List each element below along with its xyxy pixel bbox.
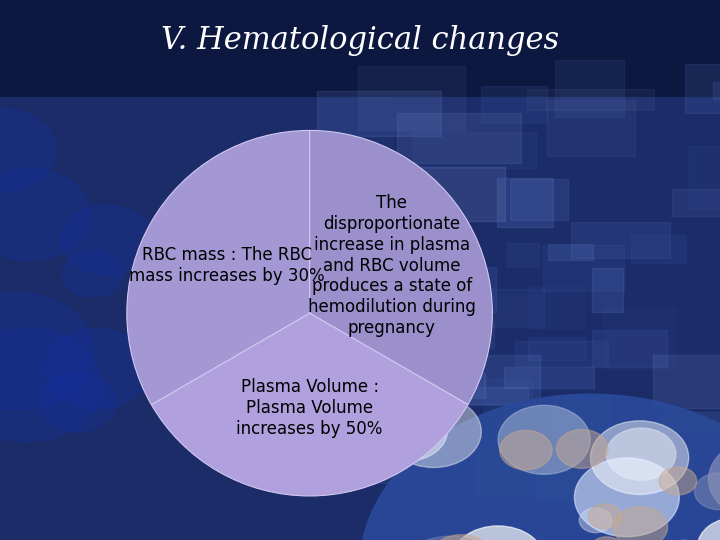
Bar bbox=[653, 355, 720, 408]
Bar bbox=[546, 100, 635, 156]
Bar bbox=[498, 178, 554, 227]
Circle shape bbox=[606, 428, 676, 480]
Bar bbox=[536, 463, 584, 501]
Bar bbox=[555, 59, 624, 117]
Bar bbox=[288, 232, 382, 270]
Wedge shape bbox=[127, 131, 310, 404]
Bar bbox=[603, 307, 675, 368]
Circle shape bbox=[386, 396, 482, 468]
Circle shape bbox=[61, 205, 153, 274]
Circle shape bbox=[428, 535, 494, 540]
Circle shape bbox=[0, 292, 94, 410]
Bar bbox=[389, 268, 482, 296]
Bar bbox=[592, 330, 667, 367]
Bar bbox=[714, 455, 720, 474]
Bar bbox=[688, 146, 720, 207]
Circle shape bbox=[0, 168, 91, 260]
Text: The
disproportionate
increase in plasma
and RBC volume
produces a state of
hemod: The disproportionate increase in plasma … bbox=[308, 194, 476, 337]
Circle shape bbox=[588, 504, 622, 529]
Bar bbox=[685, 64, 720, 113]
Bar bbox=[426, 373, 485, 398]
Circle shape bbox=[498, 406, 590, 474]
Bar bbox=[359, 404, 437, 460]
Bar bbox=[418, 334, 474, 390]
Bar bbox=[528, 286, 584, 328]
Circle shape bbox=[613, 507, 667, 540]
Bar bbox=[544, 245, 624, 291]
Bar bbox=[397, 113, 521, 163]
Bar bbox=[302, 253, 371, 301]
Bar bbox=[672, 189, 720, 216]
Bar bbox=[553, 396, 609, 437]
Circle shape bbox=[698, 517, 720, 540]
Bar bbox=[333, 179, 403, 224]
Bar bbox=[354, 371, 457, 388]
Circle shape bbox=[39, 374, 117, 431]
Circle shape bbox=[500, 430, 552, 470]
Bar bbox=[228, 352, 349, 415]
Bar bbox=[420, 167, 505, 221]
Circle shape bbox=[0, 328, 102, 442]
Bar bbox=[713, 82, 720, 99]
Circle shape bbox=[63, 251, 123, 297]
Wedge shape bbox=[310, 131, 492, 404]
Circle shape bbox=[557, 429, 608, 468]
Bar bbox=[400, 321, 494, 348]
Bar bbox=[323, 414, 373, 438]
Bar bbox=[515, 341, 608, 366]
Polygon shape bbox=[360, 394, 720, 540]
Bar bbox=[481, 86, 546, 123]
Bar bbox=[507, 242, 539, 267]
Bar bbox=[661, 412, 720, 432]
Bar bbox=[317, 91, 441, 137]
Bar bbox=[528, 336, 585, 360]
Bar bbox=[359, 66, 465, 130]
Bar bbox=[301, 408, 334, 459]
Wedge shape bbox=[151, 313, 468, 496]
Bar bbox=[268, 263, 328, 323]
Bar bbox=[441, 288, 544, 327]
Text: RBC mass : The RBC
mass increases by 30%: RBC mass : The RBC mass increases by 30% bbox=[130, 246, 325, 285]
Bar bbox=[317, 274, 361, 326]
Circle shape bbox=[590, 421, 689, 495]
Circle shape bbox=[708, 438, 720, 521]
Bar bbox=[572, 222, 670, 259]
Bar bbox=[631, 234, 685, 264]
Circle shape bbox=[365, 400, 447, 461]
Bar bbox=[413, 132, 536, 168]
Circle shape bbox=[575, 458, 679, 537]
Circle shape bbox=[694, 473, 720, 510]
Bar bbox=[646, 453, 696, 498]
Bar bbox=[322, 183, 377, 221]
Bar bbox=[485, 379, 532, 442]
Bar bbox=[467, 387, 528, 404]
Bar bbox=[504, 367, 594, 388]
Text: Plasma Volume :
Plasma Volume
increases by 50%: Plasma Volume : Plasma Volume increases … bbox=[236, 379, 383, 438]
Circle shape bbox=[590, 537, 623, 540]
Bar bbox=[547, 244, 593, 260]
Bar bbox=[315, 407, 381, 456]
Bar bbox=[359, 97, 392, 154]
Text: V. Hematological changes: V. Hematological changes bbox=[161, 25, 559, 56]
Bar bbox=[599, 451, 692, 504]
Circle shape bbox=[451, 526, 545, 540]
Bar bbox=[343, 461, 430, 483]
Circle shape bbox=[580, 508, 612, 532]
Bar bbox=[474, 444, 579, 496]
Bar bbox=[463, 267, 497, 312]
Bar bbox=[510, 179, 568, 220]
Bar bbox=[592, 268, 624, 312]
Bar bbox=[392, 261, 440, 281]
Bar bbox=[428, 355, 539, 404]
Circle shape bbox=[395, 536, 505, 540]
Bar bbox=[527, 89, 654, 110]
Circle shape bbox=[0, 109, 56, 191]
Circle shape bbox=[659, 467, 697, 495]
Circle shape bbox=[45, 329, 151, 409]
